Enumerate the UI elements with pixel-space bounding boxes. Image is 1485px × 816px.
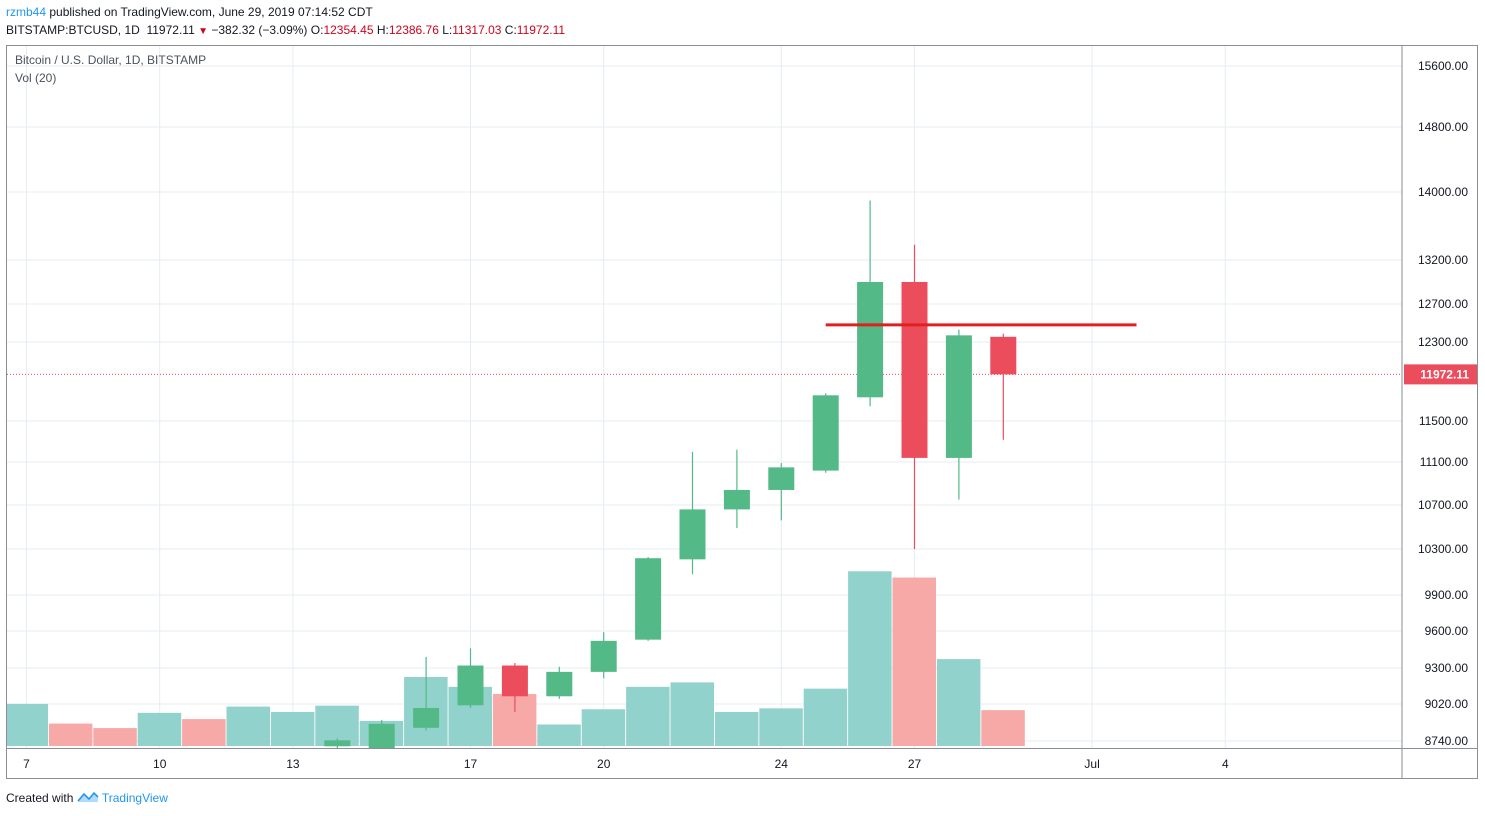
volume-bar bbox=[581, 709, 626, 746]
candle-body bbox=[413, 707, 440, 728]
high-label: H: bbox=[376, 23, 389, 37]
price-axis-label: 14800.00 bbox=[1418, 120, 1468, 134]
volume-bar bbox=[670, 682, 714, 746]
time-axis-label: Jul bbox=[1084, 757, 1099, 771]
volume-bar bbox=[892, 577, 936, 746]
time-axis-label: 10 bbox=[153, 757, 167, 771]
time-axis-label: 24 bbox=[775, 757, 789, 771]
publish-info: rzmb44 published on TradingView.com, Jun… bbox=[6, 5, 373, 19]
candle-body bbox=[723, 489, 750, 510]
price-axis-label: 12700.00 bbox=[1418, 297, 1468, 311]
candle-body bbox=[590, 640, 617, 672]
time-axis-label: 27 bbox=[908, 757, 922, 771]
candle-body bbox=[945, 335, 972, 458]
volume-bar bbox=[226, 706, 270, 746]
time-axis-label: 4 bbox=[1222, 757, 1229, 771]
time-axis-label: 17 bbox=[464, 757, 478, 771]
volume-bar bbox=[537, 724, 581, 746]
last-price-tag-label: 11972.11 bbox=[1420, 367, 1469, 381]
low-value: 11317.03 bbox=[452, 23, 502, 37]
candle-body bbox=[990, 336, 1017, 375]
chart-frame bbox=[6, 45, 1478, 779]
volume-bar bbox=[803, 688, 848, 746]
price-axis-label: 11500.00 bbox=[1419, 414, 1468, 428]
candle-body bbox=[546, 671, 573, 697]
ohlc-bar: BITSTAMP:BTCUSD, 1D 11972.11 ▼ −382.32 (… bbox=[6, 23, 565, 37]
candle-body bbox=[457, 665, 484, 706]
last-price-tag bbox=[1404, 364, 1477, 385]
last-price: 11972.11 bbox=[146, 23, 195, 37]
volume-indicator-label: Vol (20) bbox=[15, 71, 57, 85]
low-label: L: bbox=[442, 23, 453, 37]
open-value: 12354.45 bbox=[323, 23, 374, 37]
candle-body bbox=[501, 665, 528, 697]
time-axis-label: 13 bbox=[286, 757, 300, 771]
price-axis-label: 9600.00 bbox=[1425, 624, 1469, 638]
author-name[interactable]: rzmb44 bbox=[6, 5, 47, 19]
created-with-text: Created with bbox=[6, 791, 74, 805]
volume-bar bbox=[714, 711, 759, 746]
down-triangle-icon: ▼ bbox=[198, 26, 208, 37]
price-axis-label: 15600.00 bbox=[1418, 59, 1468, 73]
tradingview-logo-icon bbox=[77, 791, 99, 806]
time-axis-label: 20 bbox=[597, 757, 611, 771]
price-axis-label: 12300.00 bbox=[1418, 335, 1468, 349]
candle-body bbox=[857, 282, 884, 398]
candle-body bbox=[635, 558, 662, 640]
price-axis-label: 9300.00 bbox=[1425, 661, 1469, 675]
price-change: −382.32 (−3.09%) bbox=[211, 23, 308, 37]
candle-body bbox=[324, 740, 351, 747]
candle-body bbox=[901, 282, 928, 458]
price-axis-label: 9900.00 bbox=[1425, 588, 1469, 602]
price-axis-label: 8740.00 bbox=[1425, 734, 1469, 748]
volume-bar bbox=[137, 712, 182, 746]
volume-bar bbox=[848, 571, 892, 746]
volume-bar bbox=[182, 719, 226, 746]
time-axis-label: 7 bbox=[23, 757, 30, 771]
candle-body bbox=[812, 395, 839, 471]
price-axis-label: 13200.00 bbox=[1418, 253, 1468, 267]
volume-bar bbox=[759, 708, 803, 746]
volume-bar bbox=[93, 728, 137, 746]
high-value: 12386.76 bbox=[388, 23, 439, 37]
candle-body bbox=[368, 723, 395, 748]
price-axis-label: 10700.00 bbox=[1418, 498, 1468, 512]
candle-body bbox=[679, 509, 706, 560]
price-axis-label: 11100.00 bbox=[1420, 455, 1469, 469]
published-text: published on TradingView.com, June 29, 2… bbox=[49, 5, 373, 19]
price-axis-label: 9020.00 bbox=[1425, 697, 1469, 711]
chart-title: Bitcoin / U.S. Dollar, 1D, BITSTAMP bbox=[15, 53, 207, 67]
price-axis-label: 14000.00 bbox=[1418, 185, 1468, 199]
tradingview-brand[interactable]: TradingView bbox=[101, 791, 168, 805]
footer: Created with TradingView bbox=[6, 791, 168, 806]
volume-bar bbox=[7, 703, 48, 746]
close-label: C: bbox=[504, 23, 517, 37]
symbol-label: BITSTAMP:BTCUSD, 1D bbox=[6, 23, 140, 37]
open-label: O: bbox=[310, 23, 324, 37]
candle-body bbox=[768, 467, 795, 490]
price-axis-label: 10300.00 bbox=[1418, 542, 1468, 556]
close-value: 11972.11 bbox=[516, 23, 566, 37]
volume-bar bbox=[981, 710, 1025, 746]
volume-bar bbox=[48, 723, 93, 746]
volume-bar bbox=[626, 686, 670, 746]
volume-bar bbox=[270, 711, 315, 746]
volume-bar bbox=[936, 659, 981, 746]
